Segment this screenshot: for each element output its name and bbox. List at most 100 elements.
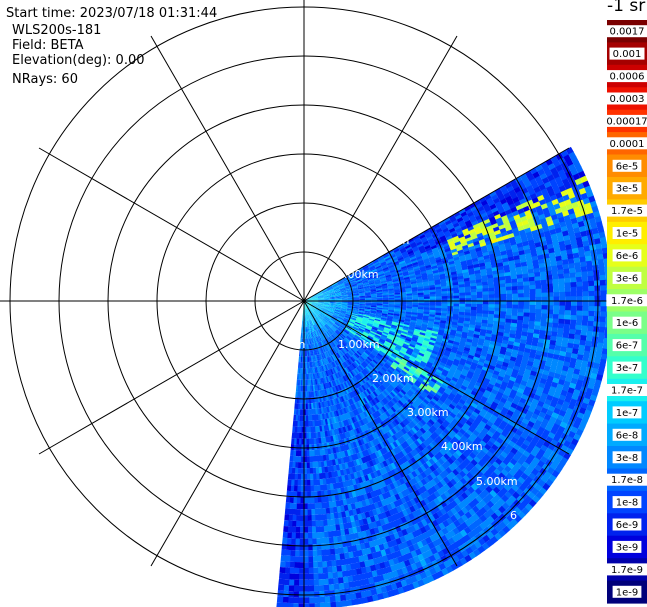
scan-cell	[329, 306, 336, 309]
scan-cell	[596, 342, 604, 350]
scan-cell	[429, 312, 436, 316]
scan-cell	[493, 283, 500, 289]
scan-cell	[566, 347, 573, 354]
scan-cell	[377, 255, 384, 261]
scan-cell	[373, 259, 379, 265]
scan-cell	[501, 188, 509, 196]
scan-cell	[391, 322, 398, 327]
scan-cell	[575, 320, 583, 326]
scan-cell	[500, 311, 507, 316]
scan-cell	[523, 293, 530, 298]
scan-cell	[510, 274, 517, 280]
scan-cell	[381, 286, 388, 289]
scan-cell	[453, 295, 460, 299]
scan-cell	[551, 265, 558, 272]
scan-cell	[583, 245, 591, 253]
scan-cell	[494, 201, 502, 208]
scan-cell	[488, 310, 495, 315]
scan-cell	[582, 281, 589, 288]
scan-cell	[420, 251, 428, 257]
scan-cell	[311, 295, 317, 298]
scan-cell	[349, 278, 355, 282]
scan-cell	[365, 298, 372, 301]
scan-cell	[534, 321, 541, 327]
scan-cell	[371, 303, 377, 305]
scan-cell	[505, 318, 512, 324]
scan-cell	[458, 311, 465, 316]
scan-cell	[344, 282, 351, 286]
scan-cell	[317, 293, 323, 296]
scan-cell	[535, 301, 542, 306]
scan-cell	[570, 282, 577, 288]
scan-cell	[441, 240, 449, 246]
scan-cell	[317, 296, 324, 298]
scan-cell	[421, 238, 428, 244]
scan-cell	[585, 255, 592, 263]
scan-cell	[529, 247, 537, 254]
scan-cell	[346, 289, 353, 292]
scan-cell	[527, 328, 534, 334]
scan-cell	[418, 294, 424, 298]
scan-cell	[323, 293, 329, 296]
scan-cell	[509, 263, 516, 269]
scan-cell	[569, 324, 576, 331]
scan-cell	[380, 318, 387, 322]
scan-cell	[372, 272, 379, 277]
scan-cell	[441, 288, 448, 292]
scan-cell	[493, 314, 500, 319]
scan-cell	[376, 309, 383, 313]
scan-cell	[599, 316, 606, 323]
scan-cell	[340, 290, 347, 293]
scan-cell	[512, 301, 519, 306]
scan-cell	[370, 311, 377, 314]
scan-cell	[402, 271, 409, 275]
scan-cell	[323, 294, 330, 297]
scan-cell	[455, 227, 463, 234]
scan-cell	[451, 219, 459, 226]
scan-cell	[385, 274, 392, 278]
scan-cell	[597, 369, 605, 377]
scan-cell	[323, 297, 330, 299]
scan-cell	[460, 225, 468, 232]
scan-cell	[452, 316, 459, 321]
scan-cell	[341, 305, 348, 308]
scan-cell	[423, 287, 430, 291]
scan-cell	[393, 282, 400, 286]
scan-cell	[469, 321, 476, 326]
scan-cell	[564, 239, 572, 247]
scan-cell	[397, 257, 404, 262]
scan-cell	[515, 330, 522, 336]
scan-cell	[363, 267, 370, 272]
scan-cell	[448, 240, 455, 246]
scan-cell	[496, 204, 504, 211]
scan-cell	[333, 286, 340, 290]
scan-cell	[358, 290, 365, 293]
scan-cell	[306, 298, 312, 301]
scan-cell	[312, 301, 319, 303]
scan-cell	[417, 307, 424, 310]
scan-cell	[571, 296, 577, 302]
scan-cell	[382, 296, 389, 299]
scan-cell	[532, 259, 539, 266]
scan-cell	[357, 286, 364, 289]
scan-cell	[494, 301, 501, 305]
scan-cell	[462, 228, 469, 234]
scan-cell	[505, 286, 512, 291]
scan-cell	[564, 356, 571, 364]
scan-cell	[558, 287, 565, 293]
scan-cell	[363, 313, 370, 317]
scan-cell	[374, 317, 381, 321]
scan-cell	[318, 301, 325, 303]
scan-cell	[415, 324, 422, 329]
scan-cell	[323, 295, 330, 298]
scan-cell	[363, 312, 370, 316]
scan-cell	[413, 265, 420, 270]
scan-cell	[468, 214, 476, 221]
scan-cell	[382, 265, 389, 270]
scan-cell	[429, 258, 436, 263]
scan-cell	[329, 297, 336, 299]
scan-cell	[381, 264, 388, 269]
scan-cell	[420, 268, 427, 273]
scan-cell	[505, 315, 512, 320]
scan-cell	[475, 276, 482, 281]
